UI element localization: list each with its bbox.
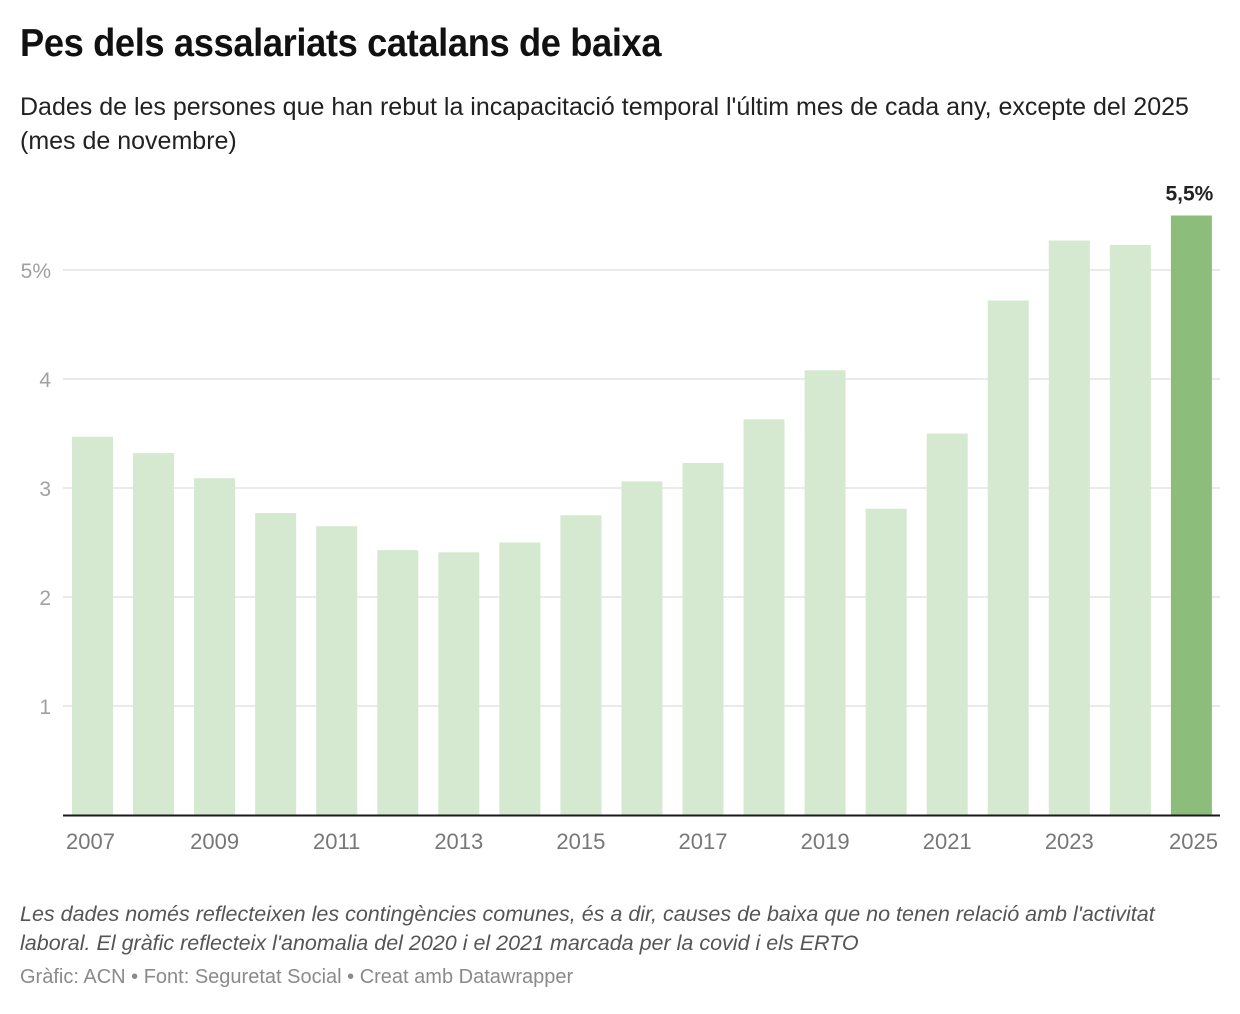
bar-2019 <box>804 370 846 815</box>
x-tick-label: 2025 <box>1169 829 1218 854</box>
bar-2007 <box>72 436 113 815</box>
x-tick-label: 2015 <box>556 829 605 854</box>
bar-2016 <box>621 481 663 815</box>
chart-note: Les dades només reflecteixen les conting… <box>20 902 1155 955</box>
bar-2025 <box>1170 215 1212 815</box>
chart-title: Pes dels assalariats catalans de baixa <box>20 22 662 65</box>
x-tick-label: 2007 <box>66 829 115 854</box>
bar-2024 <box>1109 244 1151 815</box>
y-tick-label: 3 <box>39 478 51 501</box>
y-axis-labels: 1 2 3 4 5% <box>21 260 52 719</box>
data-label: 5,5% <box>1165 183 1213 206</box>
bars: 5,5% <box>72 183 1214 815</box>
bar-2009 <box>194 478 236 815</box>
chart-subtitle: Dades de les persones que han rebut la i… <box>20 93 1189 155</box>
y-tick-label: 5% <box>21 260 51 283</box>
bar-2012 <box>377 550 419 815</box>
bar-2022 <box>987 300 1029 815</box>
bar-2008 <box>133 453 175 815</box>
bar-2014 <box>499 542 541 815</box>
bar-2023 <box>1048 240 1090 815</box>
y-tick-label: 4 <box>39 369 51 392</box>
x-tick-label: 2023 <box>1045 829 1094 854</box>
bar-2020 <box>865 508 907 815</box>
y-tick-label: 1 <box>39 696 51 719</box>
bar-2013 <box>438 552 480 815</box>
x-tick-label: 2019 <box>801 829 850 854</box>
chart-credits: Gràfic: ACN • Font: Seguretat Social • C… <box>20 966 574 988</box>
bar-2017 <box>682 462 724 815</box>
bar-2021 <box>926 433 968 815</box>
x-axis-labels: 2007 2009 2011 2013 2015 2017 2019 2021 2023 2025 <box>66 829 1218 854</box>
x-tick-label: 2011 <box>313 829 360 854</box>
y-tick-label: 2 <box>39 587 51 610</box>
bar-2011 <box>316 526 358 815</box>
x-tick-label: 2017 <box>679 829 728 854</box>
x-tick-label: 2021 <box>923 829 972 854</box>
bar-2018 <box>743 419 785 815</box>
bar-2010 <box>255 513 297 815</box>
x-tick-label: 2009 <box>190 829 239 854</box>
bar-2015 <box>560 515 602 815</box>
x-tick-label: 2013 <box>434 829 483 854</box>
